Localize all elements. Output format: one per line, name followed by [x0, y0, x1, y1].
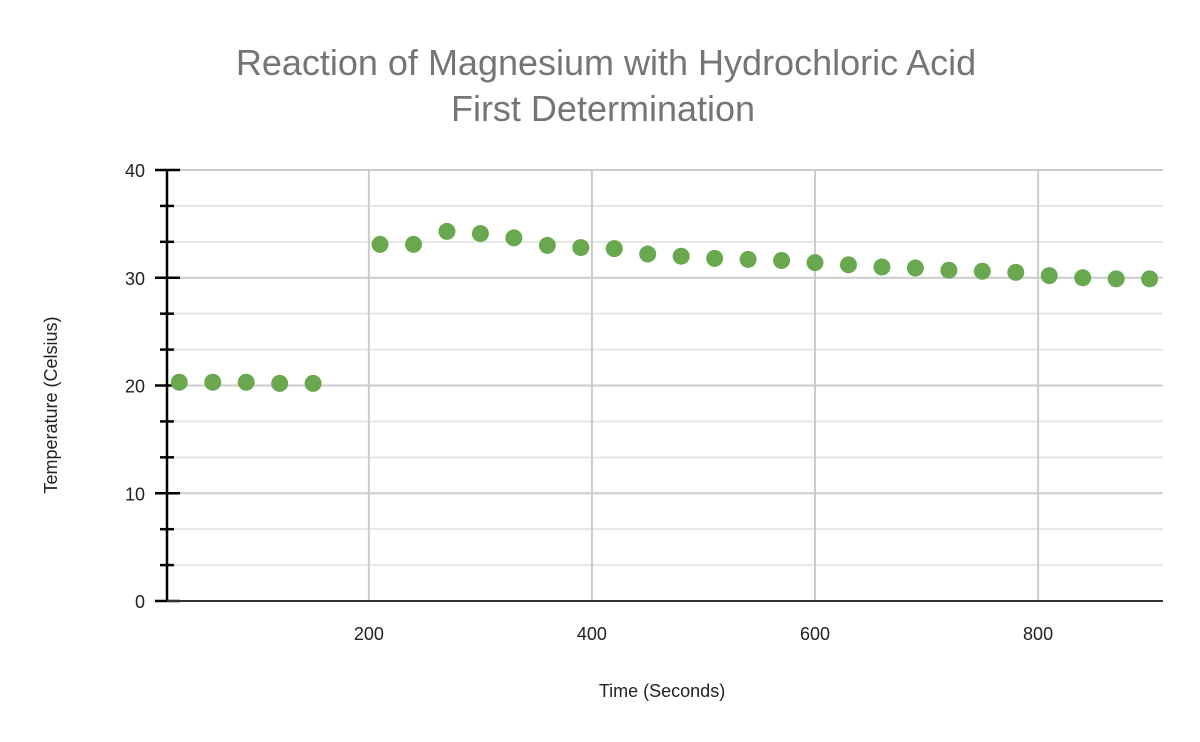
- data-point: [471, 225, 489, 243]
- data-point: [1040, 267, 1058, 285]
- data-point: [304, 374, 322, 392]
- data-point: [271, 374, 289, 392]
- data-point: [605, 240, 623, 258]
- data-point: [806, 254, 824, 272]
- gridlines: [167, 169, 1163, 601]
- data-point: [505, 229, 523, 247]
- data-point: [940, 261, 958, 279]
- data-point: [672, 247, 690, 265]
- x-tick-label: 800: [1023, 624, 1053, 644]
- data-point: [438, 222, 456, 240]
- x-tick-label: 200: [354, 624, 384, 644]
- data-point: [639, 245, 657, 263]
- data-point: [873, 258, 891, 276]
- data-point: [237, 373, 255, 391]
- data-point: [1007, 263, 1025, 281]
- data-point: [1074, 269, 1092, 287]
- chart-title: Reaction of Magnesium with Hydrochloric …: [236, 42, 976, 83]
- data-point: [204, 373, 222, 391]
- data-points: [170, 222, 1159, 392]
- data-point: [906, 259, 924, 277]
- y-tick-label: 10: [125, 484, 145, 504]
- data-point: [839, 256, 857, 274]
- data-point: [773, 252, 791, 270]
- y-tick-label: 0: [135, 592, 145, 612]
- y-tick-label: 20: [125, 377, 145, 397]
- x-axis-label: Time (Seconds): [599, 681, 725, 701]
- y-tick-label: 40: [125, 161, 145, 181]
- data-point: [973, 262, 991, 280]
- data-point: [572, 239, 590, 257]
- data-point: [739, 250, 757, 268]
- data-point: [538, 236, 556, 254]
- data-point: [170, 373, 188, 391]
- data-point: [404, 235, 422, 253]
- axes: [155, 168, 1163, 603]
- x-tick-label: 400: [577, 624, 607, 644]
- tick-labels: 0 10 20 30 40 200 400 600 800: [125, 161, 1053, 644]
- data-point: [1107, 270, 1125, 288]
- y-axis-label: Temperature (Celsius): [41, 316, 61, 493]
- chart-subtitle: First Determination: [451, 88, 755, 129]
- data-point: [371, 235, 389, 253]
- y-tick-label: 30: [125, 269, 145, 289]
- x-tick-label: 600: [800, 624, 830, 644]
- data-point: [1141, 270, 1159, 288]
- data-point: [706, 249, 724, 267]
